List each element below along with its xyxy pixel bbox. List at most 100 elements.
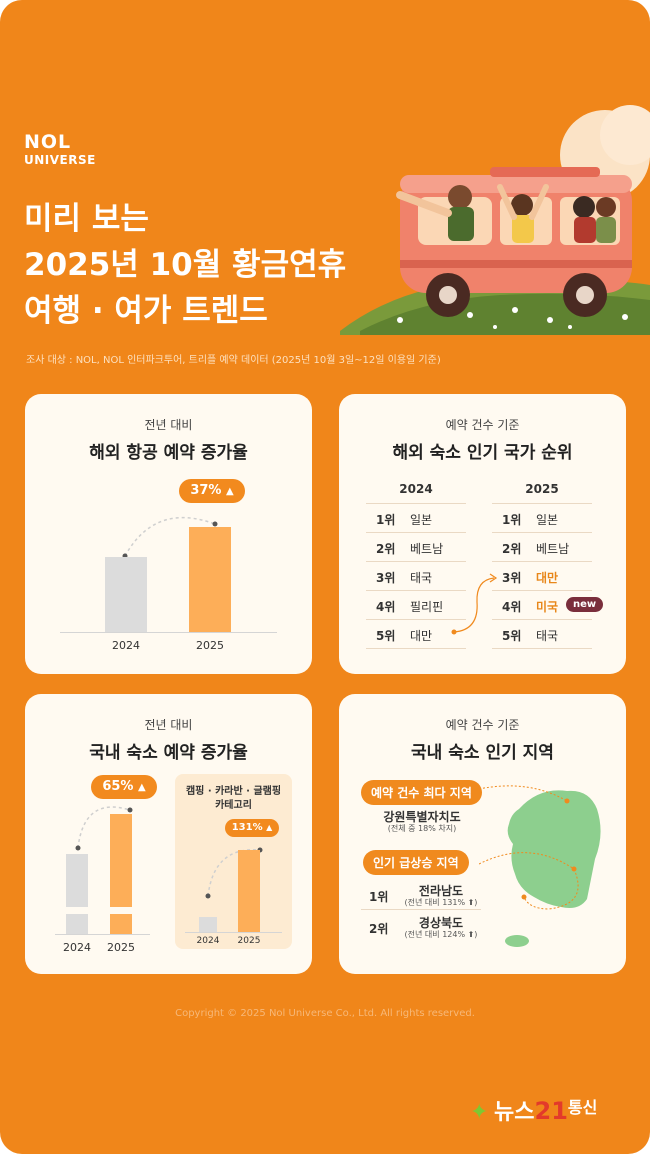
rank-move-arrow <box>451 573 498 635</box>
new-badge: new <box>566 597 604 612</box>
rank: 1위 <box>376 513 396 527</box>
category-bar-2025 <box>238 850 260 932</box>
country: 태국 <box>410 571 433 585</box>
watermark-icon: ✦ <box>470 1100 489 1125</box>
category-year-2025: 2025 <box>237 936 261 946</box>
card-subtitle: 예약 건수 기준 <box>445 718 520 732</box>
card-heading: 국내 숙소 예약 증가율 <box>89 743 248 763</box>
title-line3: 여행 · 여가 트렌드 <box>24 293 268 329</box>
up-arrow-icon: ▲ <box>225 486 234 497</box>
rank: 4위 <box>502 600 522 614</box>
rank: 3위 <box>502 571 522 585</box>
rank-row: 4위 필리핀 <box>366 591 466 620</box>
year-label-2024: 2024 <box>112 639 140 652</box>
baseline <box>185 932 282 933</box>
year-header-2025: 2025 <box>525 482 559 496</box>
country: 베트남 <box>410 542 444 556</box>
country-highlight: 대만 <box>536 571 559 585</box>
news-watermark: ✦ 뉴스21통신 <box>470 1094 597 1126</box>
rising-note: (전년 대비 124% ⬆) <box>404 930 478 939</box>
country: 대만 <box>410 629 433 643</box>
watermark-part1: 뉴스 <box>494 1100 535 1125</box>
divider <box>366 503 466 504</box>
brand-line2: UNIVERSE <box>24 153 96 167</box>
most-region-note: (전체 중 18% 차지) <box>387 824 457 833</box>
card-popular-regions: 예약 건수 기준 국내 숙소 인기 지역 예약 건수 최다 지역 강원특별자치도… <box>339 694 626 974</box>
tag-most-bookings: 예약 건수 최다 지역 <box>361 780 482 805</box>
category-panel: 캠핑 · 카라반 · 글램핑 카테고리 131% ▲ 2024 2025 <box>175 774 292 949</box>
page-title: 미리 보는 2025년 10월 황금연휴 여행 · 여가 트렌드 <box>24 196 346 334</box>
growth-value: 37% <box>190 483 222 498</box>
rising-rank: 2위 <box>369 922 389 936</box>
card-subtitle: 예약 건수 기준 <box>445 418 520 432</box>
year-label-2024: 2024 <box>63 941 91 954</box>
category-growth-badge: 131% ▲ <box>225 819 279 837</box>
watermark-part3: 통신 <box>567 1098 598 1117</box>
baseline <box>60 632 277 633</box>
rank-row: 1위 일본 <box>492 504 592 533</box>
growth-arrow <box>75 806 133 851</box>
bar-2024 <box>66 854 88 934</box>
rank-row: 5위 대만 <box>366 620 466 649</box>
brand-line1: NOL <box>24 131 72 153</box>
card-heading: 해외 항공 예약 증가율 <box>89 443 248 463</box>
rank: 5위 <box>376 629 396 643</box>
title-line1: 미리 보는 <box>24 201 149 237</box>
rank-row: 2위 베트남 <box>492 533 592 562</box>
card-subtitle: 전년 대비 <box>144 418 193 432</box>
rising-region: 전라남도 <box>418 884 464 898</box>
rising-row: 1위 전라남도 (전년 대비 131% ⬆) <box>361 880 481 910</box>
bar-2024 <box>105 557 147 632</box>
rank: 3위 <box>376 571 396 585</box>
country: 필리핀 <box>410 600 444 614</box>
card-domestic-growth: 전년 대비 국내 숙소 예약 증가율 65% ▲ 2024 2025 캠핑 · … <box>25 694 312 974</box>
category-bar-2024 <box>199 917 217 932</box>
rank-row: 2위 베트남 <box>366 533 466 562</box>
title-line2: 2025년 10월 황금연휴 <box>24 247 347 283</box>
growth-value: 65% <box>102 779 134 794</box>
bar-break <box>110 907 132 914</box>
korea-map <box>479 785 601 947</box>
rank: 4위 <box>376 600 396 614</box>
baseline <box>55 934 150 935</box>
divider <box>492 503 592 504</box>
country-highlight: 미국 <box>536 600 559 614</box>
country: 태국 <box>536 629 559 643</box>
bar-2025 <box>189 527 231 632</box>
up-arrow-icon: ▲ <box>266 823 273 832</box>
rank: 5위 <box>502 629 522 643</box>
category-growth-value: 131% <box>231 822 263 833</box>
rank-row: 1위 일본 <box>366 504 466 533</box>
card-country-ranking: 예약 건수 기준 해외 숙소 인기 국가 순위 2024 2025 1위 일본 2… <box>339 394 626 674</box>
country: 일본 <box>410 513 433 527</box>
card-heading: 해외 숙소 인기 국가 순위 <box>392 443 573 463</box>
rank: 1위 <box>502 513 522 527</box>
rank-row: 4위 미국 <box>492 591 592 620</box>
card-subtitle: 전년 대비 <box>144 718 193 732</box>
rank: 2위 <box>502 542 522 556</box>
card-overseas-flight: 전년 대비 해외 항공 예약 증가율 37% ▲ 2024 2025 <box>25 394 312 674</box>
up-arrow-icon: ▲ <box>137 782 146 793</box>
year-label-2025: 2025 <box>196 639 224 652</box>
most-region-name: 강원특별자치도 <box>383 810 461 824</box>
watermark-part2: 21 <box>534 1097 568 1125</box>
category-label-2: 카테고리 <box>215 800 252 811</box>
rank-row: 3위 태국 <box>366 562 466 591</box>
country: 베트남 <box>536 542 570 556</box>
rank: 2위 <box>376 542 396 556</box>
category-label-1: 캠핑 · 카라반 · 글램핑 <box>185 786 282 797</box>
rising-row: 2위 경상북도 (전년 대비 124% ⬆) <box>361 912 481 942</box>
copyright-text: Copyright © 2025 Nol Universe Co., Ltd. … <box>175 1008 475 1019</box>
van-illustration <box>340 105 650 335</box>
rising-rank: 1위 <box>369 890 389 904</box>
bar-break <box>66 907 88 914</box>
survey-note: 조사 대상 : NOL, NOL 인터파크투어, 트리플 예약 데이터 (202… <box>26 355 441 366</box>
rising-region: 경상북도 <box>418 916 464 930</box>
bar-2025 <box>110 814 132 934</box>
growth-badge: 37% ▲ <box>179 479 245 503</box>
country: 일본 <box>536 513 559 527</box>
brand-logo: NOL UNIVERSE <box>24 131 96 167</box>
year-label-2025: 2025 <box>107 941 135 954</box>
year-header-2024: 2024 <box>399 482 433 496</box>
